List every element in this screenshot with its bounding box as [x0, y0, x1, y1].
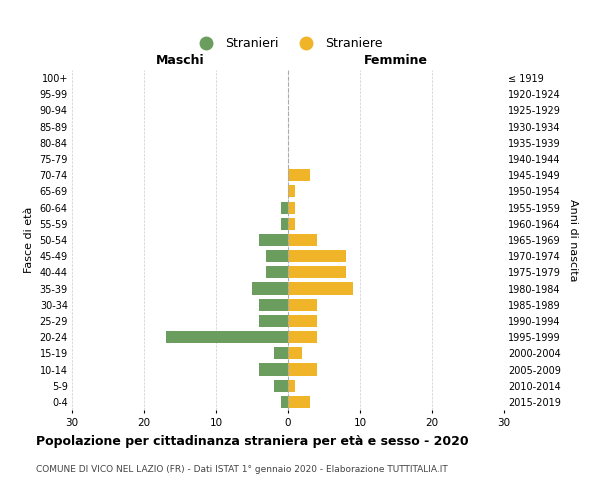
Bar: [288, 218, 295, 230]
Bar: [259, 364, 288, 376]
Bar: [288, 364, 317, 376]
Bar: [288, 202, 295, 213]
Bar: [266, 250, 288, 262]
Bar: [288, 234, 317, 246]
Bar: [288, 169, 310, 181]
Bar: [288, 250, 346, 262]
Y-axis label: Anni di nascita: Anni di nascita: [568, 198, 578, 281]
Text: Maschi: Maschi: [155, 54, 205, 67]
Bar: [281, 218, 288, 230]
Bar: [288, 380, 295, 392]
Text: Popolazione per cittadinanza straniera per età e sesso - 2020: Popolazione per cittadinanza straniera p…: [36, 435, 469, 448]
Bar: [166, 331, 288, 343]
Bar: [288, 396, 310, 408]
Bar: [266, 266, 288, 278]
Bar: [288, 282, 353, 294]
Text: COMUNE DI VICO NEL LAZIO (FR) - Dati ISTAT 1° gennaio 2020 - Elaborazione TUTTIT: COMUNE DI VICO NEL LAZIO (FR) - Dati IST…: [36, 465, 448, 474]
Bar: [259, 234, 288, 246]
Bar: [288, 266, 346, 278]
Legend: Stranieri, Straniere: Stranieri, Straniere: [189, 32, 387, 55]
Bar: [259, 315, 288, 327]
Bar: [288, 298, 317, 311]
Bar: [259, 298, 288, 311]
Bar: [288, 348, 302, 360]
Y-axis label: Fasce di età: Fasce di età: [24, 207, 34, 273]
Bar: [274, 348, 288, 360]
Bar: [288, 186, 295, 198]
Bar: [288, 315, 317, 327]
Bar: [252, 282, 288, 294]
Bar: [288, 331, 317, 343]
Bar: [281, 396, 288, 408]
Bar: [281, 202, 288, 213]
Text: Femmine: Femmine: [364, 54, 428, 67]
Bar: [274, 380, 288, 392]
